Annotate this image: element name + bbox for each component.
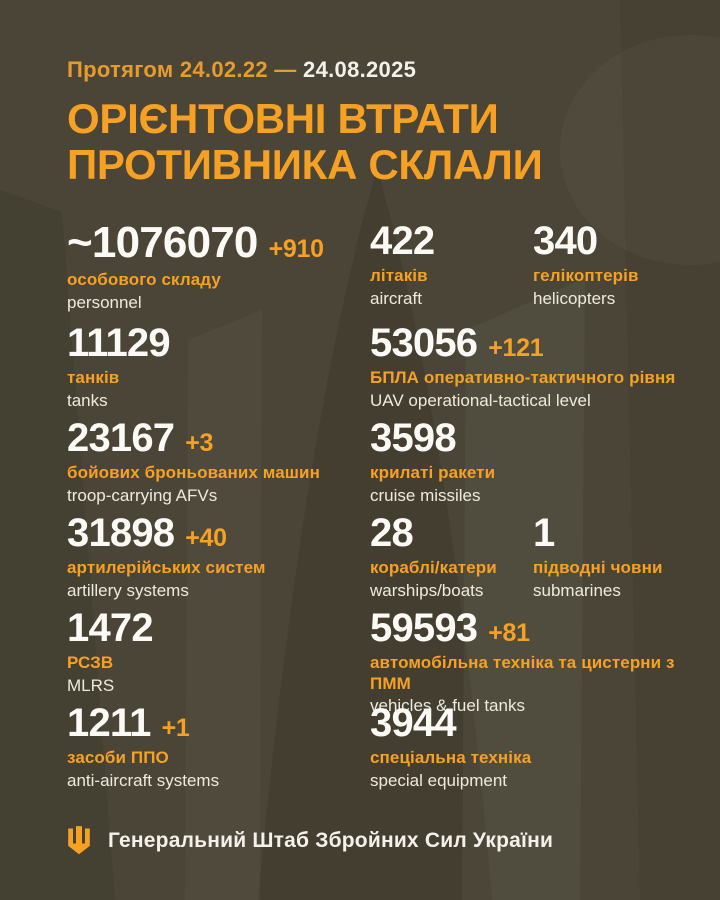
footer-source: Генеральний Штаб Збройних Сил України [67,826,553,855]
stat-cruise-missiles: 3598 крилаті ракети cruise missiles [370,418,690,506]
stat-tanks: 11129 танків tanks [67,323,370,411]
stat-label-en: artillery systems [67,580,189,600]
title-line-1: ОРІЄНТОВНІ ВТРАТИ [67,95,499,142]
stat-value: 11129 [67,321,171,366]
stat-value: 53056 [370,321,478,366]
stat-label-ua: БПЛА оперативно-тактичного рівня [370,368,676,388]
page-title: ОРІЄНТОВНІ ВТРАТИ ПРОТИВНИКА СКЛАЛИ [67,95,690,189]
stat-label-en: personnel [67,292,142,312]
stat-value: 23167 [67,416,175,461]
stat-label-ua: бойових броньованих машин [67,463,320,483]
stat-label-ua: автомобільна техніка та цистерни з ПММ [370,653,675,693]
stats-row-5: 1472 РСЗВ MLRS 59593 +81 автомобільна те… [67,608,690,715]
stat-value: 1 [533,511,555,556]
stat-value: 3598 [370,416,457,461]
stats-row-1: ~1076070 +910 особового складу personnel… [67,218,690,323]
stats-row-6: 1211 +1 засоби ППО anti-aircraft systems… [67,703,690,798]
stat-delta: +1 [161,714,190,743]
stat-artillery: 31898 +40 артилерійських систем artiller… [67,513,370,601]
stat-anti-aircraft: 1211 +1 засоби ППО anti-aircraft systems [67,703,370,791]
stat-label-en: MLRS [67,675,115,695]
stat-personnel: ~1076070 +910 особового складу personnel [67,218,370,313]
stat-label-ua: артилерійських систем [67,558,266,578]
stat-label-ua: особового складу [67,270,221,290]
stat-label-en: tanks [67,390,108,410]
stat-helicopters: 340 гелікоптерів helicopters [533,221,690,309]
footer-text: Генеральний Штаб Збройних Сил України [108,828,554,852]
stat-label-ua: літаків [370,266,428,286]
stat-label-en: UAV operational-tactical level [370,390,591,410]
stat-value: 59593 [370,606,478,651]
stat-delta: +3 [185,429,214,458]
title-line-2: ПРОТИВНИКА СКЛАЛИ [67,141,543,189]
stat-afv: 23167 +3 бойових броньованих машин troop… [67,418,370,506]
stat-value: ~1076070 [67,218,258,268]
stat-label-en: warships/boats [370,580,484,600]
stat-label-ua: підводні човни [533,558,663,578]
stat-value: 1472 [67,606,154,651]
stat-value: 1211 [67,701,151,746]
stat-label-ua: кораблі/катери [370,558,497,578]
stat-label-en: special equipment [370,770,508,790]
stat-warships: 28 кораблі/катери warships/boats [370,513,533,601]
stat-label-en: helicopters [533,288,616,308]
stat-value: 340 [533,219,598,264]
stats-grid: ~1076070 +910 особового складу personnel… [67,218,690,798]
stat-special-equipment: 3944 спеціальна техніка special equipmen… [370,703,690,791]
stat-label-en: troop-carrying AFVs [67,485,218,505]
stat-mlrs: 1472 РСЗВ MLRS [67,608,370,696]
content: Протягом 24.02.22 — 24.08.2025 ОРІЄНТОВН… [67,57,690,798]
stat-vehicles-fuel: 59593 +81 автомобільна техніка та цистер… [370,608,690,716]
stat-aircraft: 422 літаків aircraft [370,221,533,309]
stat-label-en: submarines [533,580,621,600]
stat-delta: +81 [488,619,530,648]
stat-label-ua: гелікоптерів [533,266,639,286]
stats-row-2: 11129 танків tanks 53056 +121 БПЛА опера… [67,323,690,418]
stat-label-ua: РСЗВ [67,653,114,673]
stat-label-en: vehicles & fuel tanks [370,695,525,715]
report-period: Протягом 24.02.22 — 24.08.2025 [67,57,690,83]
stat-delta: +40 [185,524,227,553]
stat-label-ua: спеціальна техніка [370,748,532,768]
stat-submarines: 1 підводні човни submarines [533,513,690,601]
stat-value: 422 [370,219,435,264]
stat-uav: 53056 +121 БПЛА оперативно-тактичного рі… [370,323,690,411]
stats-row-4: 31898 +40 артилерійських систем artiller… [67,513,690,608]
stat-label-en: aircraft [370,288,422,308]
stat-label-en: anti-aircraft systems [67,770,220,790]
stat-delta: +910 [268,235,324,264]
stat-value: 28 [370,511,414,556]
stat-label-ua: танків [67,368,120,388]
stat-label-ua: засоби ППО [67,748,169,768]
stat-label-ua: крилаті ракети [370,463,496,483]
trident-icon [68,826,90,855]
stat-delta: +121 [488,334,544,363]
stats-row-3: 23167 +3 бойових броньованих машин troop… [67,418,690,513]
period-date: 24.08.2025 [303,57,417,82]
stat-value: 31898 [67,511,175,556]
stat-label-en: cruise missiles [370,485,481,505]
period-prefix: Протягом 24.02.22 — [67,57,297,82]
stat-value: 3944 [370,701,457,746]
